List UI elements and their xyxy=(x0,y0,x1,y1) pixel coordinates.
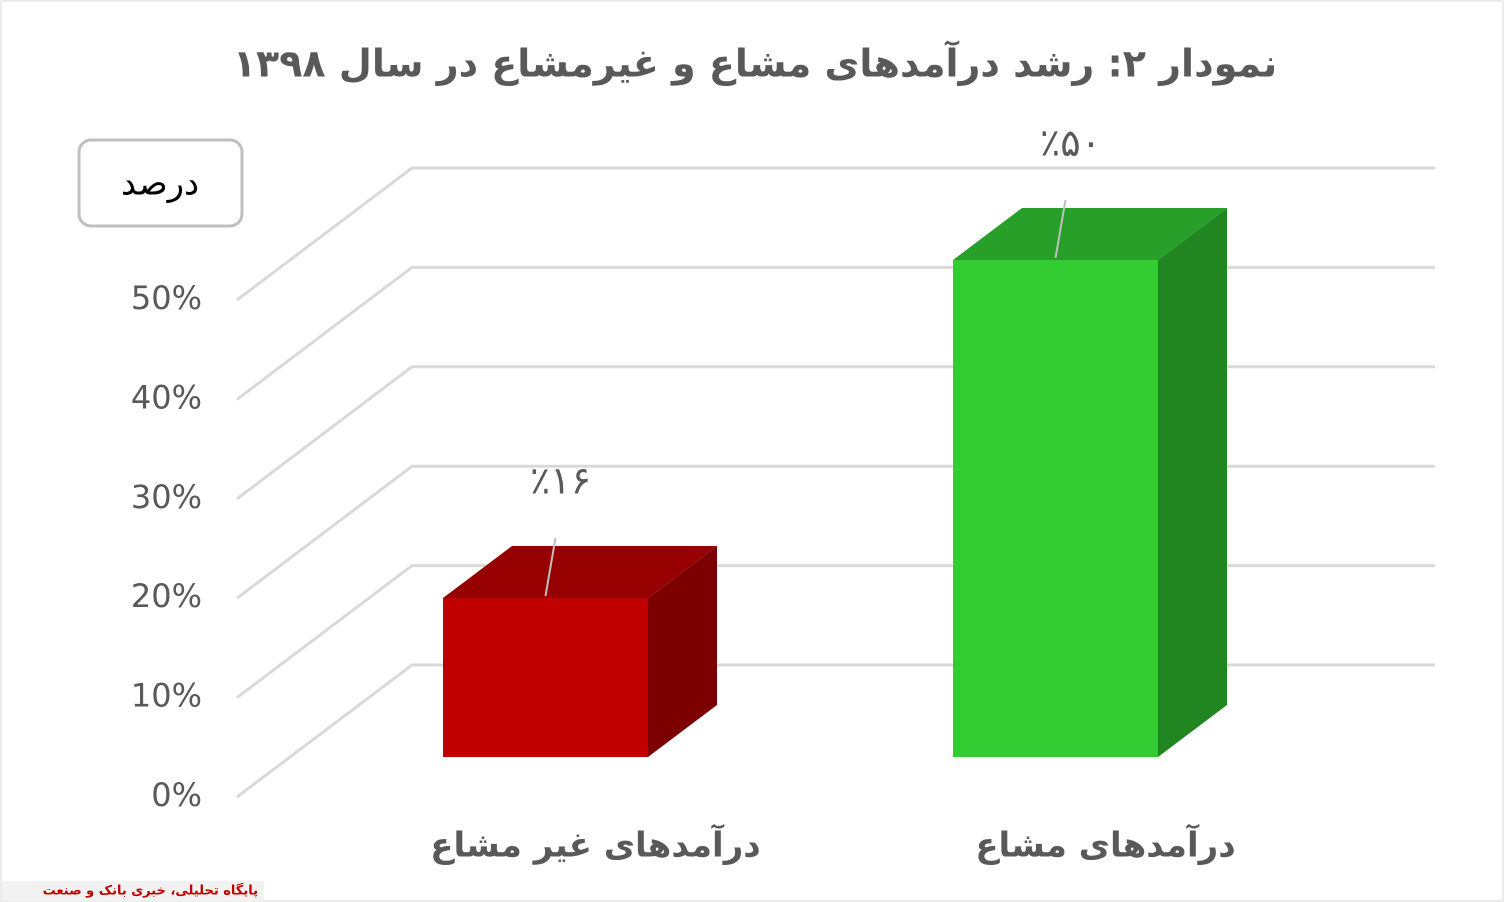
y-label-box xyxy=(77,138,244,228)
y-tick-label: 0% xyxy=(151,776,202,814)
grid-line xyxy=(236,166,1435,302)
bar xyxy=(953,260,1158,757)
y-tick-label: 20% xyxy=(131,577,202,615)
bar-side xyxy=(1158,208,1227,757)
value-label: ٪۵۰ xyxy=(1040,121,1101,165)
y-tick-label: 50% xyxy=(131,279,202,317)
bar-top xyxy=(443,545,717,598)
x-tick-label: درآمدهای مشاع xyxy=(975,824,1235,866)
y-tick-label: 10% xyxy=(131,677,202,715)
bar-top xyxy=(953,208,1227,260)
x-tick-label: درآمدهای غیر مشاع xyxy=(430,824,760,866)
chart-title: نمودار ۲: رشد درآمدهای مشاع و غیرمشاع در… xyxy=(233,40,1277,87)
leader-line xyxy=(1054,199,1067,259)
bar xyxy=(443,597,648,757)
y-axis-label: درصد xyxy=(121,164,199,204)
watermark: پایگاه تحلیلی، خبری بانک و صنعت xyxy=(43,883,258,899)
leader-line xyxy=(544,537,557,597)
y-tick-label: 40% xyxy=(131,378,202,416)
value-label: ٪۱۶ xyxy=(530,458,591,502)
bar-side xyxy=(648,545,717,757)
y-tick-label: 30% xyxy=(131,478,202,516)
watermark-bg xyxy=(2,881,264,901)
